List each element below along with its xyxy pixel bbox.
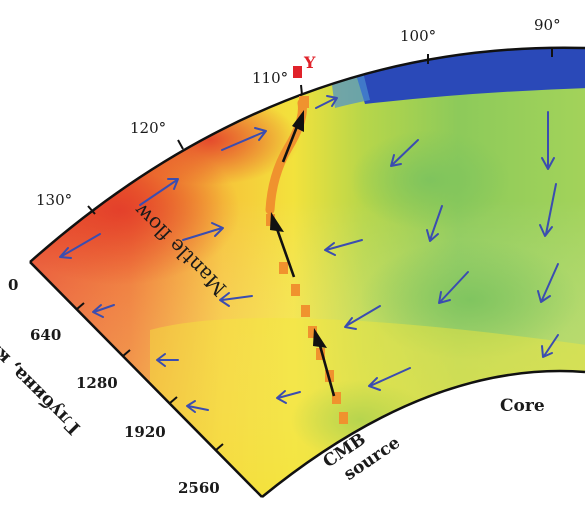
y-marker-square xyxy=(293,66,302,78)
depth-label-2560: 2560 xyxy=(178,479,220,497)
depth-label-640: 640 xyxy=(30,326,61,344)
longitude-label-110: 110° xyxy=(252,69,288,87)
depth-label-0: 0 xyxy=(8,276,18,294)
depth-axis-line xyxy=(29,261,263,498)
surface-boundary xyxy=(29,46,586,263)
depth-label-1920: 1920 xyxy=(124,423,166,441)
longitude-ticks xyxy=(87,47,553,215)
depth-axis-title: Глубина, км xyxy=(0,333,85,439)
plume-upflow-arrows xyxy=(270,110,336,397)
depth-ticks xyxy=(76,302,224,451)
depth-label-1280: 1280 xyxy=(76,374,118,392)
y-marker-label: Y xyxy=(303,53,316,72)
longitude-label-90: 90° xyxy=(534,16,561,34)
longitude-label-130: 130° xyxy=(36,191,72,209)
core-label: Core xyxy=(500,396,545,416)
longitude-label-120: 120° xyxy=(130,119,166,137)
longitude-label-100: 100° xyxy=(400,27,436,45)
core-mantle-boundary xyxy=(261,369,586,498)
mantle-flow-arrows xyxy=(59,95,559,413)
